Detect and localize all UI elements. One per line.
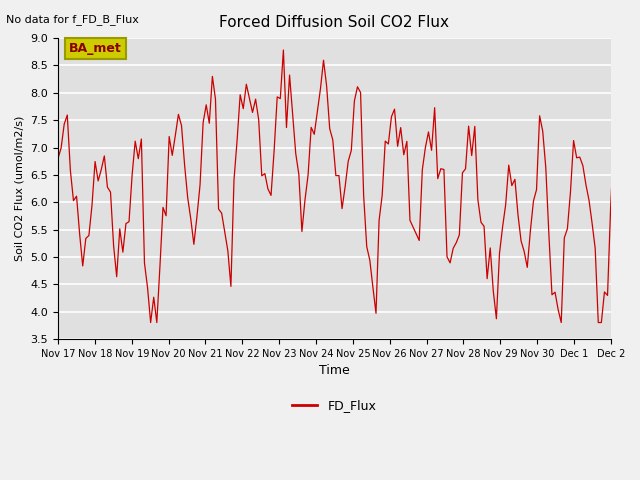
Legend: FD_Flux: FD_Flux bbox=[287, 394, 381, 417]
X-axis label: Time: Time bbox=[319, 364, 350, 377]
Text: No data for f_FD_B_Flux: No data for f_FD_B_Flux bbox=[6, 14, 140, 25]
Text: BA_met: BA_met bbox=[69, 42, 122, 55]
Title: Forced Diffusion Soil CO2 Flux: Forced Diffusion Soil CO2 Flux bbox=[220, 15, 449, 30]
Y-axis label: Soil CO2 Flux (umol/m2/s): Soil CO2 Flux (umol/m2/s) bbox=[15, 116, 25, 261]
